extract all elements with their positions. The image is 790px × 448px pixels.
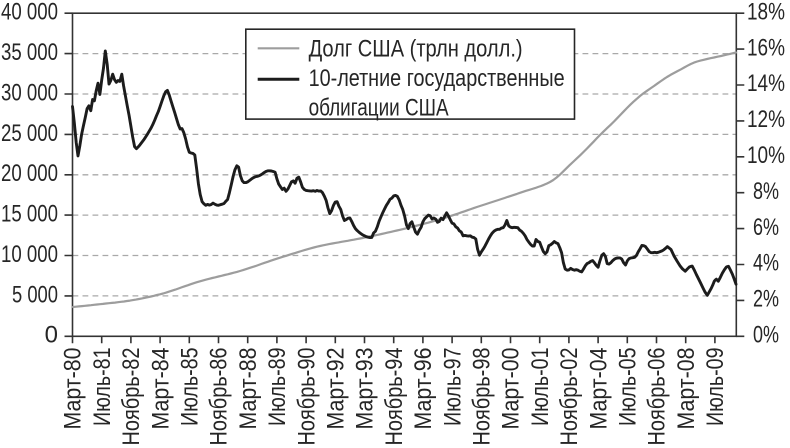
svg-text:Июль-05: Июль-05 xyxy=(615,348,642,427)
svg-text:Март-93: Март-93 xyxy=(352,348,379,430)
svg-text:Июль-01: Июль-01 xyxy=(527,348,554,427)
svg-text:10%: 10% xyxy=(747,142,785,169)
svg-text:2%: 2% xyxy=(753,286,779,313)
svg-text:5 000: 5 000 xyxy=(12,281,58,308)
svg-text:Ноябрь-86: Ноябрь-86 xyxy=(206,348,233,446)
svg-text:Март-00: Март-00 xyxy=(498,348,525,430)
svg-text:12%: 12% xyxy=(747,106,785,133)
svg-text:Ноябрь-90: Ноябрь-90 xyxy=(293,348,320,446)
svg-text:Июль-09: Июль-09 xyxy=(702,348,729,427)
svg-text:40 000: 40 000 xyxy=(1,0,58,26)
svg-text:Ноябрь-06: Ноябрь-06 xyxy=(644,348,671,446)
svg-text:Июль-97: Июль-97 xyxy=(439,348,466,427)
svg-text:Июль-81: Июль-81 xyxy=(89,348,116,427)
svg-text:0%: 0% xyxy=(753,322,779,349)
svg-text:8%: 8% xyxy=(753,178,779,205)
svg-text:Март-80: Март-80 xyxy=(60,348,87,430)
svg-text:10 000: 10 000 xyxy=(1,241,58,268)
svg-text:Март-04: Март-04 xyxy=(585,348,612,430)
svg-text:Долг США (трлн долл.): Долг США (трлн долл.) xyxy=(309,36,523,63)
svg-text:15 000: 15 000 xyxy=(1,201,58,228)
svg-text:Ноябрь-02: Ноябрь-02 xyxy=(556,348,583,446)
svg-text:Ноябрь-98: Ноябрь-98 xyxy=(469,348,496,446)
svg-text:6%: 6% xyxy=(753,214,779,241)
svg-text:Март-88: Март-88 xyxy=(235,348,262,430)
svg-text:18%: 18% xyxy=(747,0,785,25)
svg-text:4%: 4% xyxy=(753,250,779,277)
svg-text:Март-84: Март-84 xyxy=(147,348,174,430)
svg-text:35 000: 35 000 xyxy=(1,39,58,66)
svg-text:20 000: 20 000 xyxy=(1,160,58,187)
svg-text:0: 0 xyxy=(45,322,58,349)
svg-text:Март-96: Март-96 xyxy=(410,347,437,429)
svg-text:Ноябрь-82: Ноябрь-82 xyxy=(118,348,145,446)
svg-text:Март-92: Март-92 xyxy=(323,348,350,430)
svg-text:облигации США: облигации США xyxy=(309,95,449,122)
svg-text:Ноябрь-94: Ноябрь-94 xyxy=(381,348,408,446)
svg-text:25 000: 25 000 xyxy=(1,120,58,147)
svg-text:Март-08: Март-08 xyxy=(673,348,700,430)
svg-text:Июль-89: Июль-89 xyxy=(264,348,291,427)
svg-text:30 000: 30 000 xyxy=(1,79,58,106)
svg-text:10-летние государственные: 10-летние государственные xyxy=(309,65,565,92)
svg-text:16%: 16% xyxy=(747,34,785,61)
svg-text:Июль-85: Июль-85 xyxy=(177,348,204,427)
svg-text:14%: 14% xyxy=(747,70,785,97)
